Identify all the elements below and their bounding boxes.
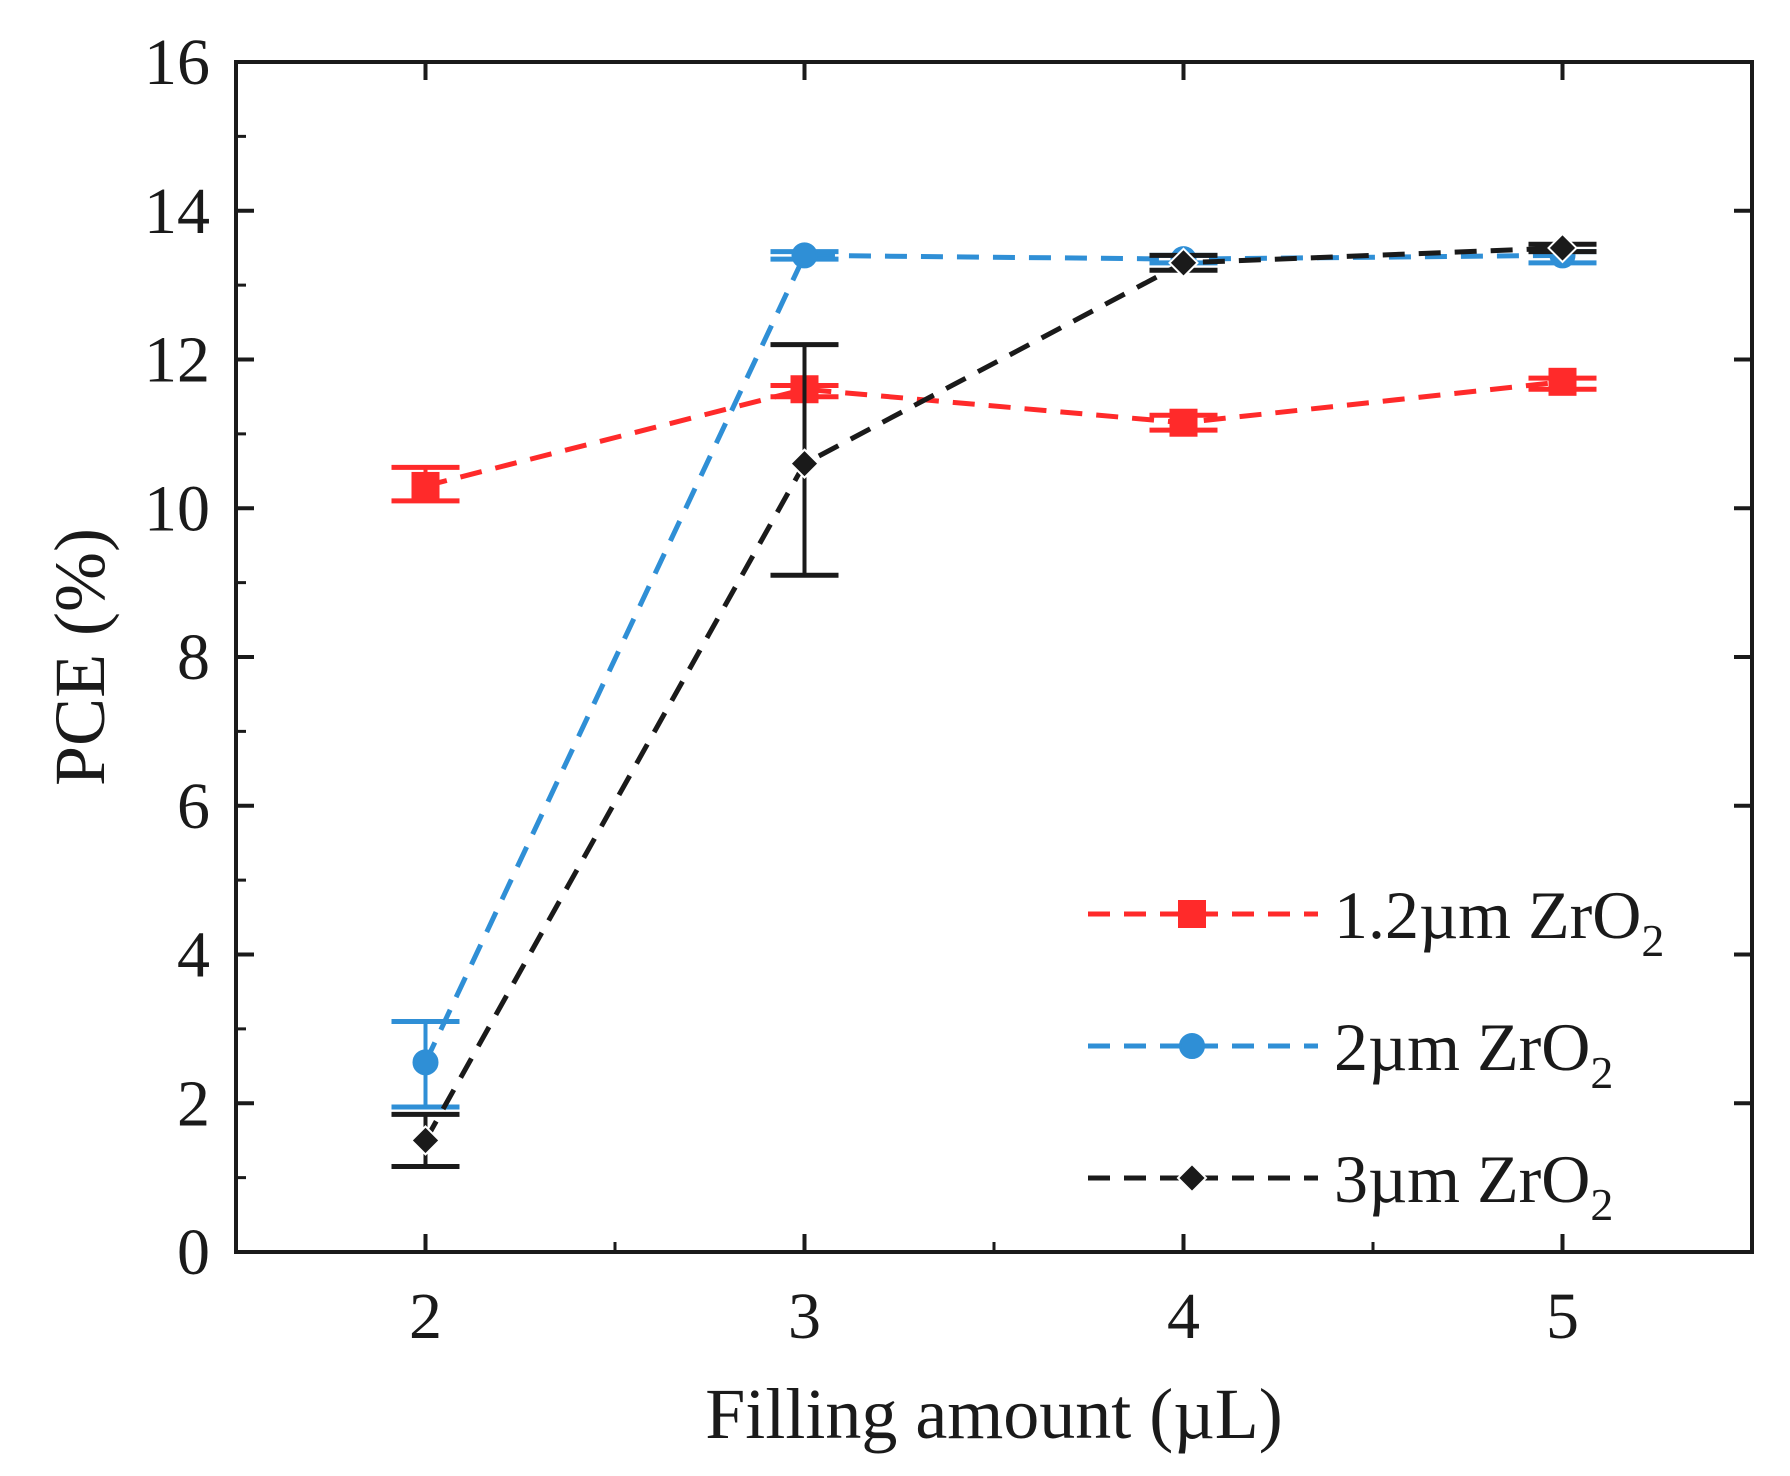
y-tick-label: 8 (177, 621, 210, 694)
data-point (789, 448, 820, 480)
y-tick-label: 10 (144, 472, 210, 545)
legend-label-2: 2µm ZrO2 (1334, 1009, 1613, 1098)
y-tick-label: 0 (177, 1216, 210, 1289)
legend-subscript: 2 (1641, 915, 1664, 966)
y-tick-label: 14 (144, 175, 210, 248)
series-line-3 (423, 245, 1563, 1142)
data-point (791, 242, 818, 269)
legend-marker-1 (1178, 900, 1206, 928)
data-point (410, 1125, 441, 1156)
legend: 1.2µm ZrO2 2µm ZrO2 3µm ZrO2 (1088, 877, 1664, 1230)
data-point (1169, 408, 1198, 437)
legend-label-1: 1.2µm ZrO2 (1334, 877, 1664, 966)
x-axis-title: Filling amount (µL) (705, 1374, 1282, 1454)
y-tick-label: 6 (177, 770, 210, 843)
x-tick-label: 3 (788, 1280, 821, 1353)
legend-marker-2 (1179, 1033, 1205, 1059)
legend-subscript: 2 (1590, 1179, 1613, 1230)
y-tick-label: 16 (144, 26, 210, 99)
legend-label-3: 3µm ZrO2 (1334, 1141, 1613, 1230)
y-axis-title: PCE (%) (40, 528, 120, 786)
data-point (1168, 247, 1199, 279)
y-tick-label: 12 (144, 324, 210, 397)
y-tick-label: 2 (177, 1067, 210, 1140)
axes: 0 2 4 6 8 10 12 14 16 2 3 4 5 (144, 26, 1754, 1353)
series-line-2 (423, 252, 1563, 1064)
data-point (1547, 232, 1578, 264)
x-tick-label: 4 (1167, 1280, 1200, 1353)
data-point (412, 1049, 439, 1076)
x-tick-label: 5 (1546, 1280, 1579, 1353)
x-tick-label: 2 (409, 1280, 442, 1353)
series-line-1 (424, 379, 1563, 489)
data-point (411, 471, 440, 500)
y-tick-label: 4 (177, 919, 210, 992)
legend-subscript: 2 (1590, 1047, 1613, 1098)
plot-area (391, 232, 1597, 1169)
data-point (1548, 367, 1577, 396)
legend-marker-3 (1176, 1162, 1208, 1194)
